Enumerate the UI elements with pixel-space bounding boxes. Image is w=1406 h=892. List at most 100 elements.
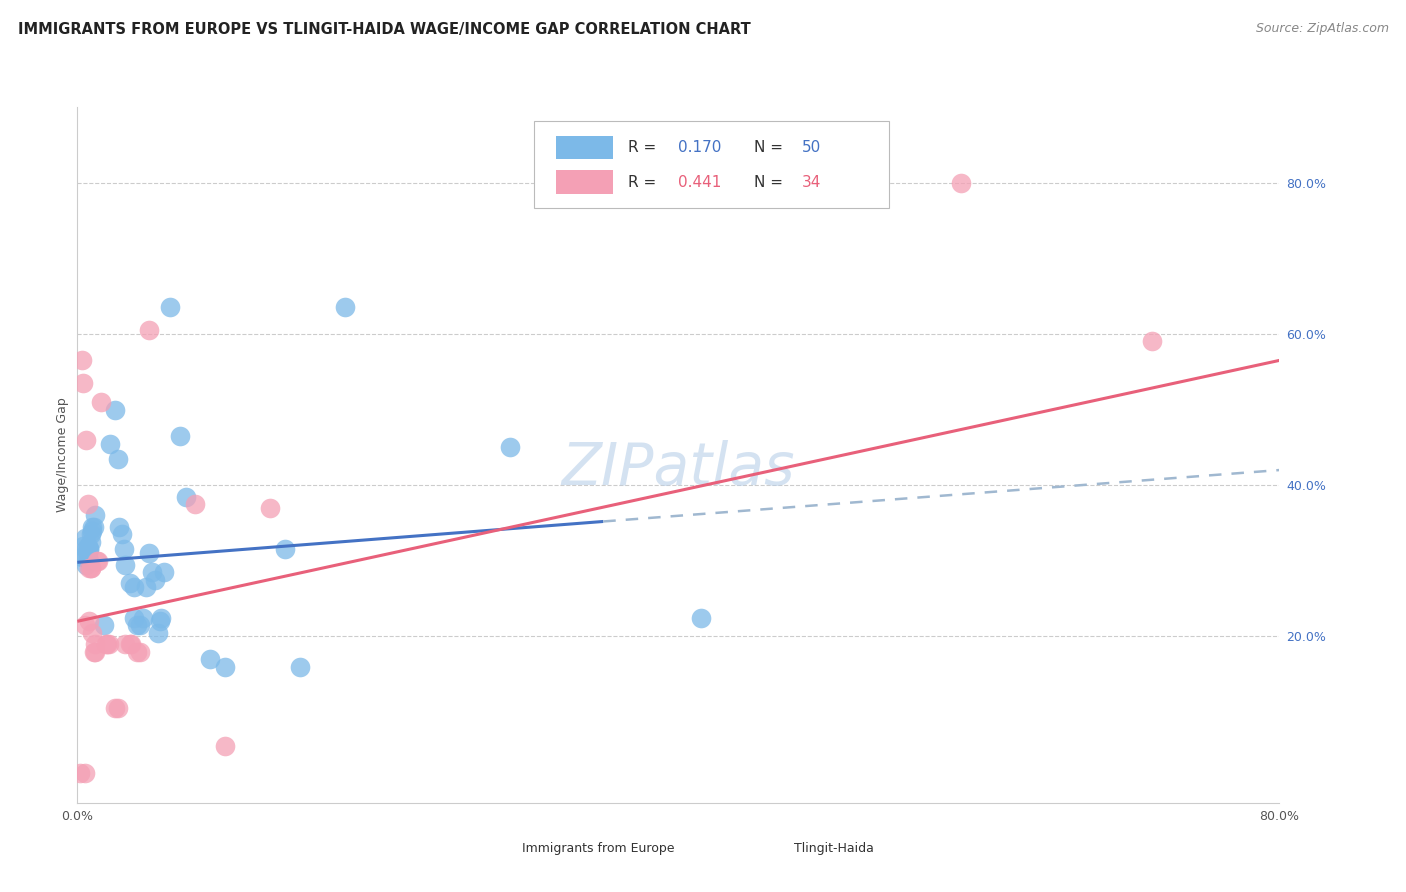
Point [107,701,129,715]
Point [183,497,205,511]
Text: 34: 34 [803,175,821,190]
Text: N =: N = [754,175,783,190]
Text: 0.170: 0.170 [679,140,721,155]
Point [214,739,236,753]
Text: Source: ZipAtlas.com: Source: ZipAtlas.com [1256,22,1389,36]
Point [76,546,98,560]
Point [97,637,120,651]
Point [1140,334,1163,349]
Text: ZIPatlas: ZIPatlas [561,441,796,498]
Point [76,549,98,564]
Point [150,610,173,624]
Point [120,637,142,651]
Point [690,610,713,624]
Point [333,301,356,315]
Point [80,527,103,541]
Point [138,323,160,337]
Point [82,520,104,534]
Point [288,659,311,673]
Point [129,618,152,632]
Point [214,659,236,673]
Point [96,637,118,651]
Point [79,561,101,575]
Point [76,539,98,553]
Point [70,549,93,564]
Text: Tlingit-Haida: Tlingit-Haida [794,842,873,855]
Text: 50: 50 [803,140,821,155]
Point [82,524,104,538]
Point [949,176,972,190]
Point [94,637,117,651]
Point [75,558,97,572]
Point [124,580,146,594]
Point [148,625,170,640]
Point [159,301,181,315]
Point [84,637,107,651]
Point [127,644,149,658]
Point [79,542,101,557]
Point [83,644,105,658]
FancyBboxPatch shape [474,841,508,856]
Text: N =: N = [754,140,783,155]
Point [79,542,101,557]
Point [75,542,97,557]
Text: Immigrants from Europe: Immigrants from Europe [522,842,675,855]
Point [73,765,96,780]
Text: R =: R = [628,140,657,155]
Text: 0.441: 0.441 [679,175,721,190]
Point [124,610,146,624]
Point [104,701,127,715]
Point [112,542,135,557]
FancyBboxPatch shape [751,841,785,856]
Point [149,615,172,629]
Point [72,376,94,390]
Point [100,436,122,450]
Point [129,644,152,658]
Point [118,576,141,591]
Point [86,554,108,568]
Text: IMMIGRANTS FROM EUROPE VS TLINGIT-HAIDA WAGE/INCOME GAP CORRELATION CHART: IMMIGRANTS FROM EUROPE VS TLINGIT-HAIDA … [18,22,751,37]
Point [499,441,522,455]
Y-axis label: Wage/Income Gap: Wage/Income Gap [56,398,69,512]
Point [80,561,103,575]
Point [141,565,163,579]
Point [84,644,107,658]
Point [153,565,176,579]
Point [73,618,96,632]
Point [79,615,101,629]
Point [138,546,160,560]
Point [174,490,197,504]
Point [93,618,115,632]
Point [80,561,103,575]
Point [104,402,127,417]
FancyBboxPatch shape [555,170,613,194]
Point [76,497,98,511]
Point [75,433,97,447]
Point [84,508,107,523]
Point [259,500,281,515]
Point [73,549,96,564]
Point [70,353,93,368]
Point [87,554,110,568]
Point [90,395,112,409]
Point [127,618,149,632]
Point [145,573,167,587]
Point [114,558,136,572]
Point [69,765,91,780]
Point [132,610,155,624]
FancyBboxPatch shape [555,136,613,159]
Point [169,429,191,443]
FancyBboxPatch shape [534,121,889,208]
Point [118,637,141,651]
Point [73,531,96,545]
Point [198,652,221,666]
Point [79,554,101,568]
Point [273,542,295,557]
Point [135,580,157,594]
Point [83,520,105,534]
Point [80,534,103,549]
Text: R =: R = [628,175,657,190]
Point [111,527,134,541]
Point [114,637,136,651]
Point [72,539,94,553]
